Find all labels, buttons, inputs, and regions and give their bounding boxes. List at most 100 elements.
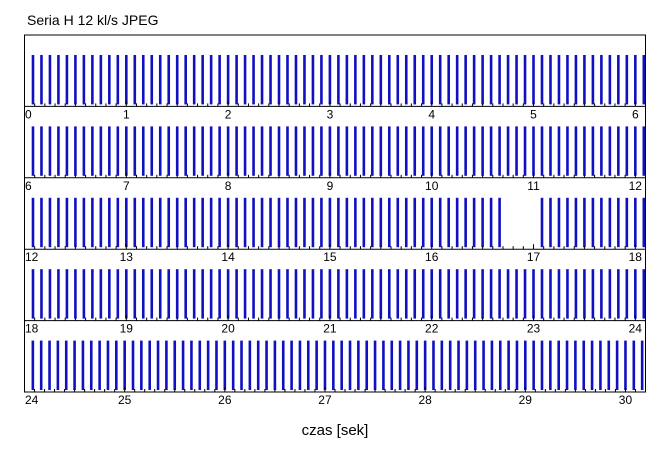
frame-bar bbox=[337, 197, 340, 248]
frame-bar bbox=[498, 55, 501, 105]
frame-bar bbox=[642, 126, 646, 176]
frame-bar bbox=[148, 340, 152, 390]
frame-bar bbox=[371, 55, 374, 105]
frame-bar bbox=[404, 126, 408, 176]
frame-bar bbox=[387, 197, 391, 248]
frame-bar bbox=[141, 55, 145, 105]
frame-bar bbox=[56, 340, 60, 390]
frame-bar bbox=[617, 269, 620, 319]
frame-bar bbox=[617, 197, 620, 248]
frame-bar bbox=[235, 126, 238, 176]
frame-bar bbox=[540, 269, 544, 319]
frame-bar bbox=[243, 269, 247, 319]
frame-bar bbox=[320, 55, 323, 105]
frame-bar bbox=[184, 197, 187, 248]
frame-bar bbox=[218, 126, 221, 176]
frame-bar bbox=[549, 55, 552, 105]
frame-bar bbox=[99, 269, 103, 319]
frame-bar bbox=[311, 197, 315, 248]
frame-bar bbox=[549, 126, 552, 176]
frame-bar bbox=[40, 197, 43, 248]
frame-bar bbox=[150, 55, 154, 105]
frame-bar bbox=[390, 340, 394, 390]
frame-bar bbox=[348, 340, 352, 390]
frame-bar bbox=[290, 340, 293, 390]
frame-bar bbox=[57, 55, 60, 105]
frame-bar bbox=[515, 340, 519, 390]
frame-bar bbox=[269, 269, 272, 319]
frame-bar bbox=[600, 55, 603, 105]
frame-bar bbox=[260, 55, 264, 105]
frame-bar bbox=[150, 126, 154, 176]
tick-label: 19 bbox=[120, 322, 134, 336]
frame-bar bbox=[294, 197, 298, 248]
tick-label: 24 bbox=[629, 322, 643, 336]
frame-bar bbox=[382, 340, 385, 390]
frame-bar bbox=[472, 55, 476, 105]
frame-bar bbox=[337, 55, 340, 105]
frame-bar bbox=[323, 340, 327, 390]
frame-bar bbox=[362, 55, 366, 105]
frame-bar bbox=[315, 340, 318, 390]
frame-bar bbox=[387, 269, 391, 319]
frame-bar bbox=[40, 55, 43, 105]
frame-bar bbox=[455, 55, 459, 105]
frame-bar bbox=[407, 340, 410, 390]
frame-bar bbox=[31, 340, 35, 390]
frame-bar bbox=[286, 197, 289, 248]
frame-bar bbox=[625, 197, 629, 248]
tick-label: 12 bbox=[629, 179, 643, 193]
frame-bar bbox=[328, 197, 332, 248]
frame-bar bbox=[74, 269, 77, 319]
frame-bar bbox=[184, 126, 187, 176]
frame-bar bbox=[175, 126, 179, 176]
frame-bar bbox=[404, 55, 408, 105]
frame-bar bbox=[532, 340, 535, 390]
frame-bar bbox=[490, 340, 494, 390]
frame-bar bbox=[607, 340, 611, 390]
frame-bar bbox=[277, 126, 281, 176]
frame-bar bbox=[464, 269, 467, 319]
frame-bar bbox=[328, 269, 332, 319]
frame-bar bbox=[201, 197, 204, 248]
timeline-row: 18 19 20 21 22 23 24 bbox=[24, 248, 646, 336]
frame-bar bbox=[642, 55, 646, 105]
frame-bar bbox=[365, 340, 369, 390]
tick-label: 23 bbox=[527, 322, 541, 336]
frame-bar bbox=[438, 55, 442, 105]
frame-bar bbox=[167, 126, 171, 176]
frame-bar bbox=[286, 269, 289, 319]
frame-bar bbox=[566, 126, 569, 176]
frame-bar bbox=[625, 126, 629, 176]
frame-bar bbox=[173, 340, 177, 390]
frame-bar bbox=[277, 55, 281, 105]
frame-bar bbox=[608, 197, 612, 248]
frame-bar bbox=[175, 197, 179, 248]
frame-bar bbox=[362, 197, 366, 248]
frame-bar bbox=[243, 55, 247, 105]
frame-bar bbox=[615, 340, 619, 390]
frame-bar bbox=[82, 197, 86, 248]
chart-title: Seria H 12 kl/s JPEG bbox=[27, 12, 159, 28]
timeline-row: 12 13 14 15 16 17 18 bbox=[24, 177, 646, 264]
frame-bar bbox=[65, 197, 69, 248]
frame-bar bbox=[387, 126, 391, 176]
frame-bar bbox=[455, 197, 459, 248]
tick-label: 14 bbox=[221, 250, 235, 264]
frame-bar bbox=[540, 55, 544, 105]
frame-bar bbox=[566, 269, 569, 319]
frame-bar bbox=[269, 55, 272, 105]
frame-bar bbox=[243, 197, 247, 248]
frame-bar bbox=[438, 269, 442, 319]
frame-bar bbox=[440, 340, 444, 390]
frame-bar bbox=[256, 340, 260, 390]
frame-bar bbox=[65, 55, 69, 105]
frame-bar bbox=[240, 340, 243, 390]
frame-bar bbox=[192, 55, 196, 105]
frame-bar bbox=[574, 126, 578, 176]
frame-bar bbox=[192, 269, 196, 319]
frame-bar bbox=[201, 55, 204, 105]
frame-bar bbox=[40, 126, 43, 176]
frame-bar bbox=[123, 340, 126, 390]
frame-bar bbox=[498, 126, 501, 176]
